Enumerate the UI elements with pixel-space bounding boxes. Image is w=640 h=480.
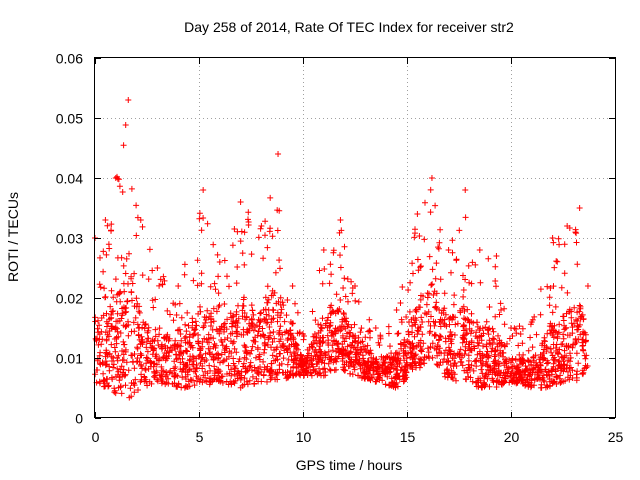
y-tick-label: 0.01	[56, 351, 83, 367]
x-tick-label: 0	[92, 429, 100, 445]
roti-peak-point	[237, 199, 244, 205]
y-axis-label: ROTI / TECUs	[5, 192, 21, 282]
x-tick-label: 5	[196, 429, 204, 445]
roti-peak-point	[216, 259, 223, 265]
roti-peak-point	[372, 325, 379, 331]
roti-peak-point	[493, 253, 500, 259]
roti-peak-point	[102, 217, 109, 223]
roti-peak-point	[352, 283, 358, 289]
plot-frame	[94, 57, 616, 418]
roti-peak-point	[393, 307, 400, 313]
roti-peak-point	[200, 187, 207, 193]
roti-peak-point	[275, 151, 282, 157]
roti-peak-point	[125, 97, 132, 103]
roti-peak-point	[528, 319, 535, 325]
roti-peak-point	[508, 325, 514, 331]
y-tick-label: 0.02	[56, 291, 83, 307]
roti-peak-point	[112, 175, 119, 181]
roti-point-cloud	[92, 122, 591, 401]
roti-peak-point	[414, 211, 421, 217]
roti-peak-point	[258, 223, 265, 229]
x-tick-label: 10	[296, 429, 312, 445]
y-tick-label: 0	[75, 411, 83, 427]
roti-peak-point	[137, 217, 144, 223]
roti-peak-point	[576, 205, 583, 211]
roti-peak-point	[428, 175, 435, 181]
y-tick-label: 0.05	[56, 111, 83, 127]
roti-peak-point	[300, 331, 306, 337]
x-tick-label: 25	[608, 429, 624, 445]
roti-peak-point	[154, 265, 161, 271]
roti-peak-point	[476, 247, 483, 253]
data-points	[92, 97, 591, 401]
x-axis-label: GPS time / hours	[296, 457, 403, 473]
y-tick-label: 0.03	[56, 231, 83, 247]
y-tick-label: 0.06	[56, 51, 83, 67]
roti-peak-point	[564, 223, 571, 229]
x-tick-label: 20	[504, 429, 520, 445]
roti-peak-point	[175, 283, 182, 289]
roti-peak-point	[320, 247, 327, 253]
roti-peak-point	[289, 283, 296, 289]
axis-ticks: 0 5 10 15 20 25 0 0.01 0.02 0.03 0.04 0.05 0.06	[56, 51, 624, 446]
x-tick-label: 15	[400, 429, 416, 445]
chart-title: Day 258 of 2014, Rate Of TEC Index for r…	[184, 19, 514, 35]
roti-peak-point	[549, 235, 556, 241]
roti-peak-point	[445, 247, 452, 253]
roti-peak-point	[584, 283, 591, 289]
y-tick-label: 0.04	[56, 171, 83, 187]
roti-peak-point	[337, 217, 344, 223]
roti-peak-point	[462, 187, 469, 193]
